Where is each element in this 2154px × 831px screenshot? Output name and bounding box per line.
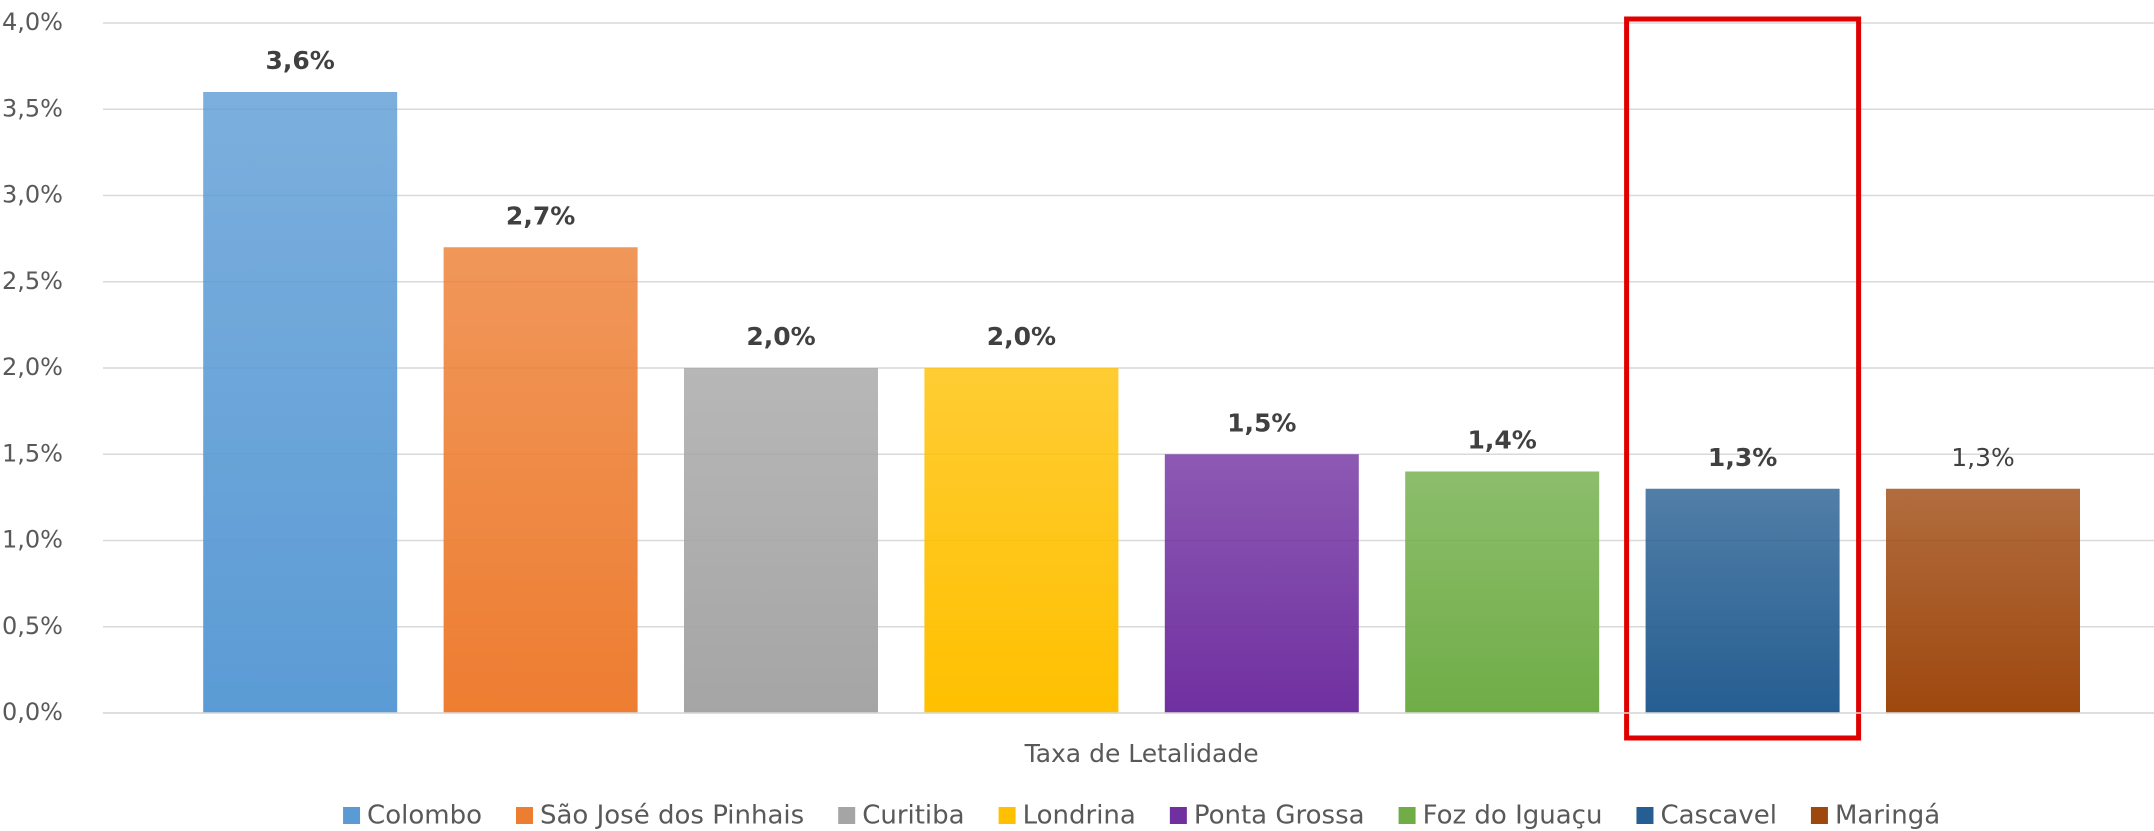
bar	[1164, 454, 1359, 713]
value-label: 1,3%	[1951, 443, 2015, 472]
bar	[684, 368, 878, 713]
value-label: 3,6%	[266, 46, 335, 75]
legend-label: Curitiba	[862, 801, 964, 831]
legend-label: Foz do Iguaçu	[1423, 801, 1603, 831]
legend-label: Ponta Grossa	[1194, 801, 1365, 831]
value-label: 2,0%	[746, 322, 815, 351]
bar	[924, 368, 1119, 713]
legend-label: São José dos Pinhais	[540, 801, 804, 831]
legend-swatch	[1398, 807, 1416, 824]
legend-swatch	[1636, 807, 1654, 824]
bar	[1886, 488, 2080, 713]
bar	[203, 92, 398, 713]
legend-label: Colombo	[367, 801, 482, 831]
value-label: 2,7%	[506, 201, 575, 230]
y-tick-label: 3,5%	[2, 94, 63, 122]
y-tick-label: 2,5%	[2, 267, 63, 295]
y-tick-label: 1,5%	[2, 439, 63, 467]
y-tick-label: 4,0%	[2, 8, 63, 36]
legend-swatch	[838, 807, 856, 824]
x-tick-label: Taxa de Letalidade	[1024, 739, 1259, 768]
legend-swatch	[998, 807, 1016, 824]
highlight-box	[1624, 16, 1862, 741]
legend-label: Cascavel	[1660, 801, 1776, 831]
legend-label: Maringá	[1835, 801, 1940, 831]
value-label: 1,3%	[1708, 443, 1777, 472]
y-tick-label: 3,0%	[2, 181, 63, 209]
bar	[1645, 488, 1840, 713]
y-tick-label: 2,0%	[2, 353, 63, 381]
legend-swatch	[1810, 807, 1828, 824]
y-tick-label: 0,5%	[2, 612, 63, 640]
legend-label: Londrina	[1023, 801, 1136, 831]
bar	[443, 247, 638, 713]
legend-swatch	[343, 807, 361, 824]
value-label: 2,0%	[987, 322, 1056, 351]
bar	[1405, 471, 1600, 713]
y-tick-label: 1,0%	[2, 526, 63, 554]
value-label: 1,5%	[1227, 408, 1296, 437]
value-label: 1,4%	[1468, 426, 1537, 455]
legend-swatch	[515, 807, 533, 824]
y-tick-label: 0,0%	[2, 698, 63, 726]
legend-swatch	[1169, 807, 1187, 824]
